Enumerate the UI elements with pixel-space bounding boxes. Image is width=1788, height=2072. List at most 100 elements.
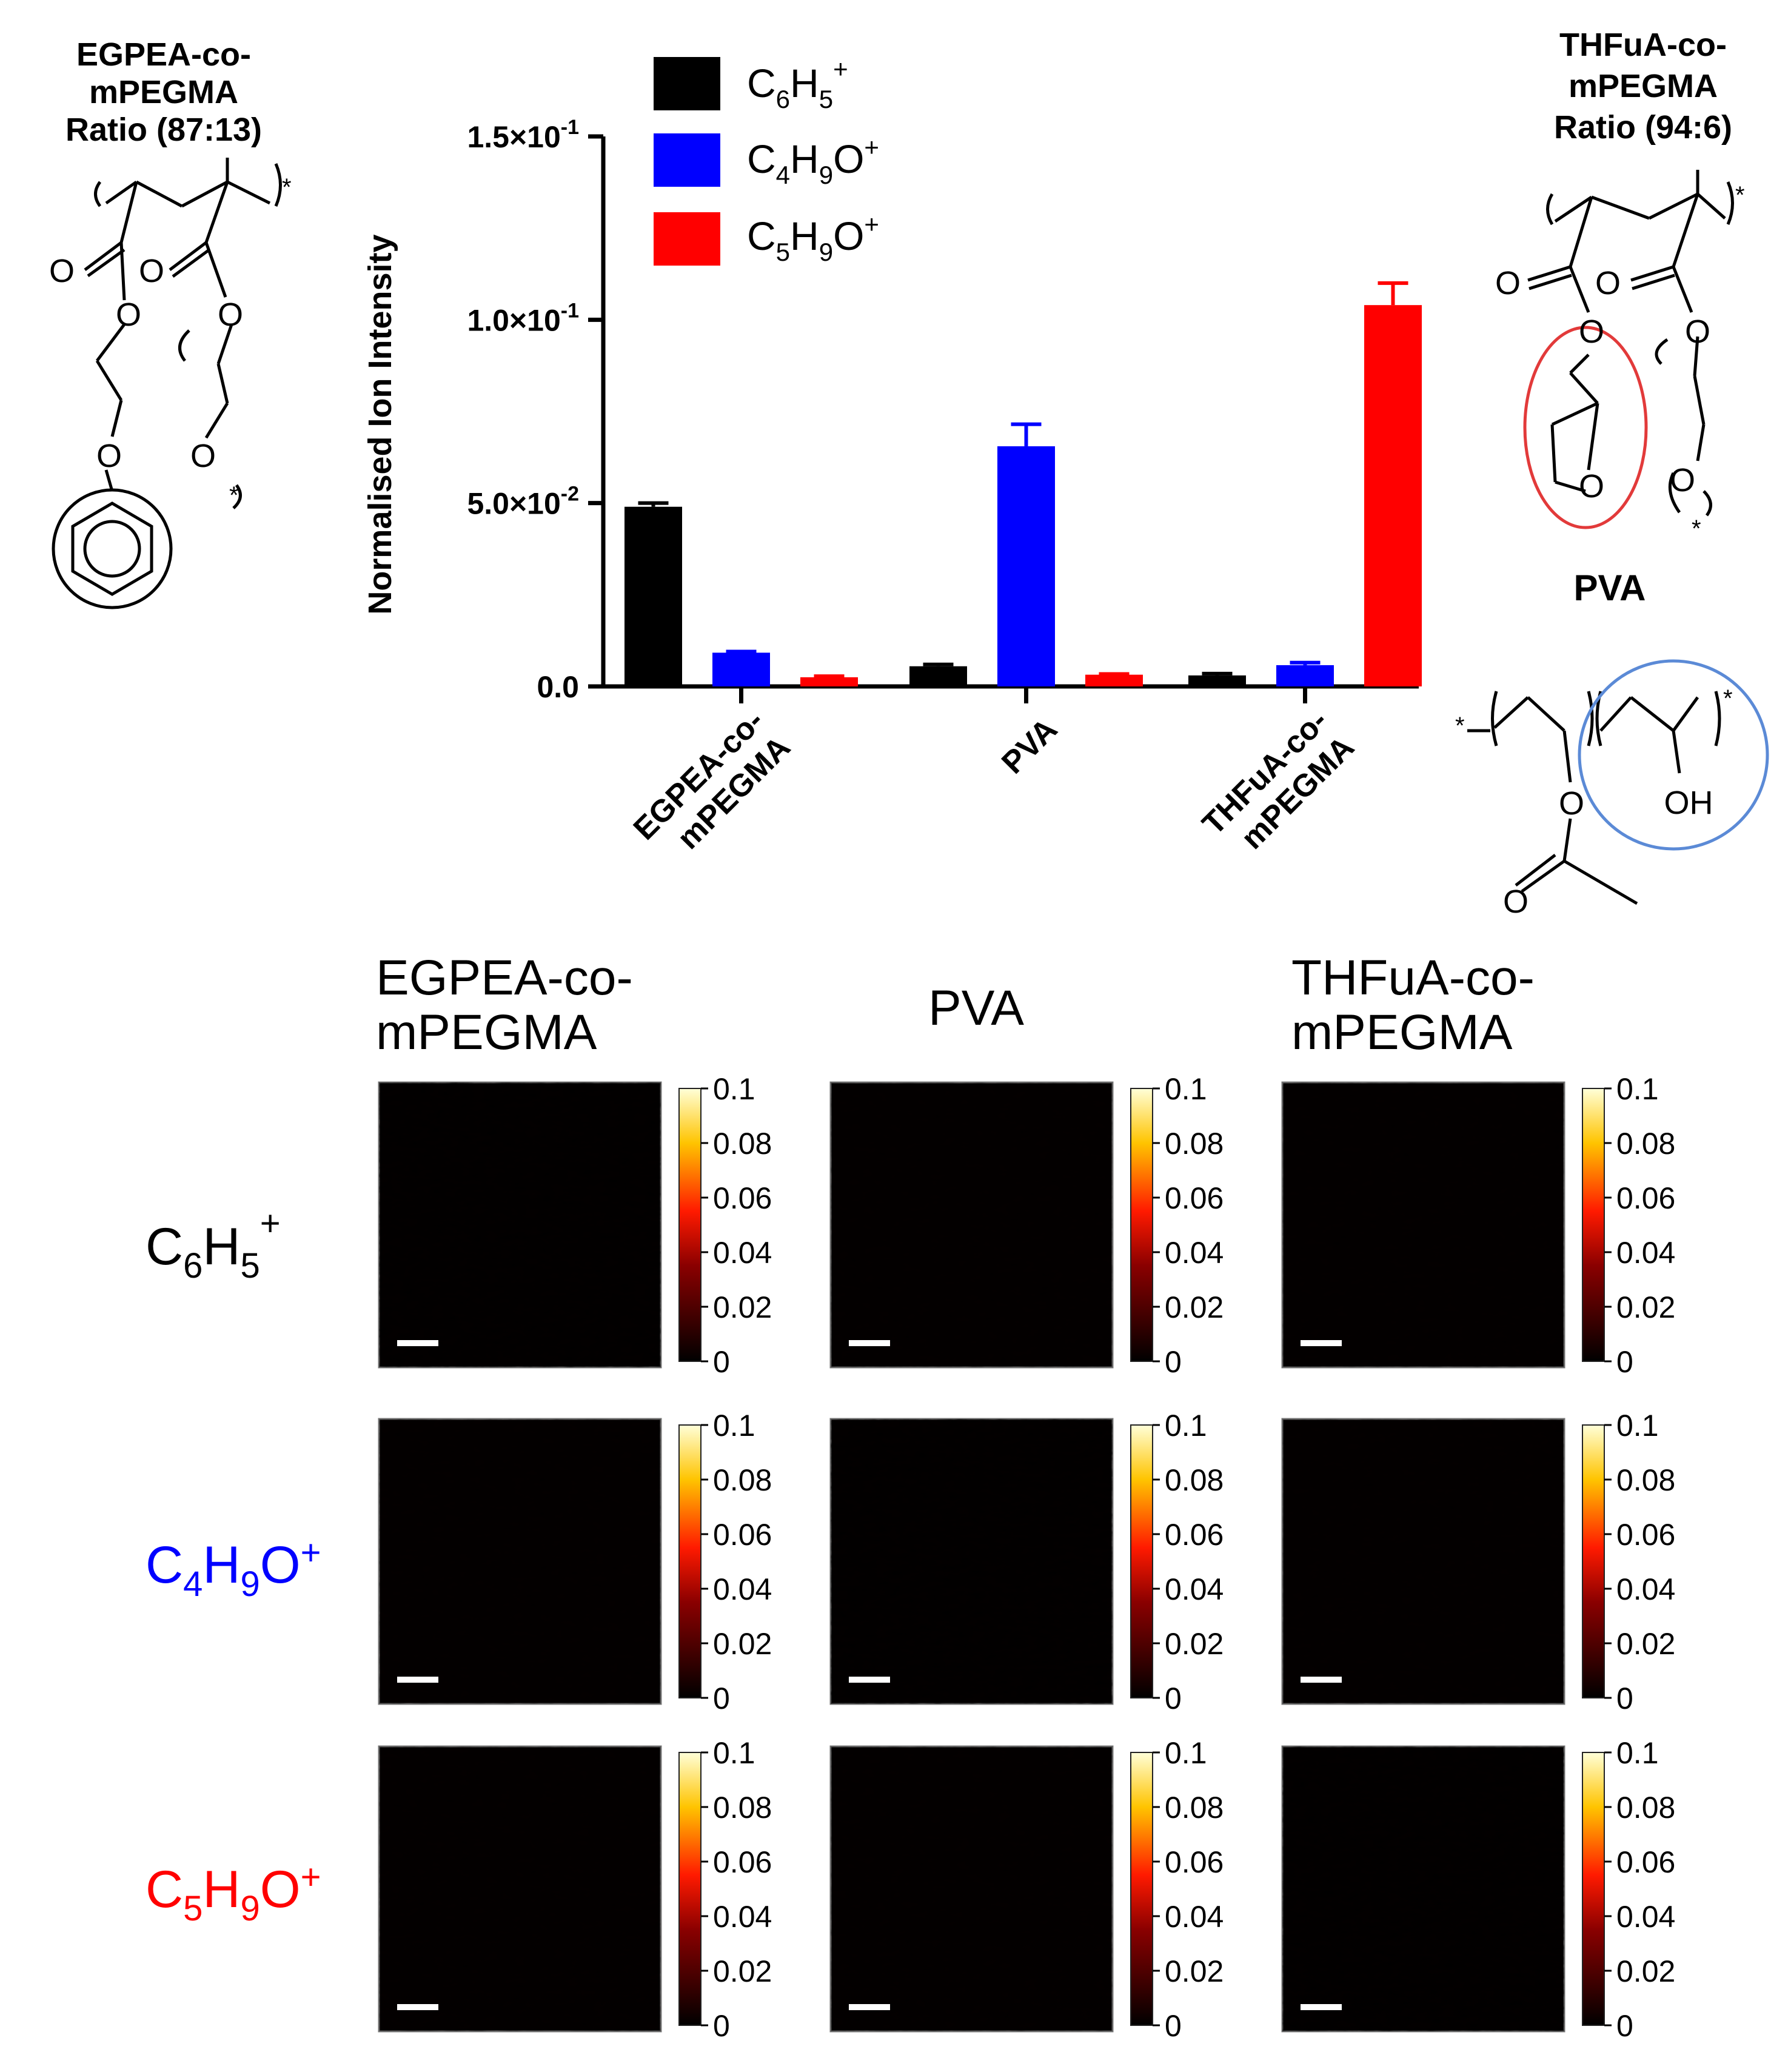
bar: [1364, 305, 1422, 686]
colorbar-label: 0.06: [1616, 1845, 1675, 1879]
map-column-header: EGPEA-co-: [376, 950, 633, 1005]
egpea-oxygen-2: O: [139, 253, 164, 289]
colorbar: [678, 1088, 701, 1362]
colorbar-label: 0.04: [1616, 1572, 1675, 1606]
colorbar-label: 0.1: [1165, 1072, 1207, 1106]
colorbar-label: 0.08: [713, 1463, 772, 1497]
pva-star-right: *: [1723, 685, 1733, 712]
scale-bar: [849, 2004, 890, 2010]
pva-hydroxyl-label: OH: [1664, 785, 1713, 821]
colorbar: [1130, 1752, 1153, 2026]
thfua-oxygen-1: O: [1495, 265, 1521, 301]
colorbar-label: 0.08: [1616, 1463, 1675, 1497]
egpea-oxygen-5: O: [96, 438, 122, 474]
colorbar-label: 0: [1616, 1345, 1633, 1379]
thf-ring-highlight: [1523, 326, 1648, 529]
x-category-label: THFuA-co-mPEGMA: [1196, 703, 1361, 856]
colorbar-label: 0.08: [1616, 1791, 1675, 1825]
ion-map-texture: [379, 1419, 661, 1704]
row-label-c6h5: C6H5+: [146, 1204, 281, 1286]
map-column-header: mPEGMA: [376, 1005, 597, 1060]
bars: [624, 281, 1422, 686]
colorbar-label: 0.02: [1165, 1954, 1224, 1988]
colorbar-label: 0.06: [713, 1181, 772, 1215]
colorbar-label: 0.08: [1165, 1127, 1224, 1161]
colorbar-label: 0: [1165, 1681, 1182, 1715]
scale-bar: [1301, 2004, 1342, 2010]
thfua-atoms: O O O O O O: [1495, 265, 1710, 505]
egpea-oxygen-6: O: [190, 438, 216, 474]
colorbar-label: 0.1: [1165, 1736, 1207, 1770]
colorbar-label: 0.04: [1616, 1900, 1675, 1934]
y-tick-label: 1.5×10-1: [467, 116, 579, 154]
colorbar-label: 0.1: [1165, 1409, 1207, 1443]
colorbar-label: 0.06: [1165, 1845, 1224, 1879]
colorbar-label: 0.1: [713, 1072, 755, 1106]
colorbar-label: 0.1: [1616, 1736, 1659, 1770]
thfua-oxygen-2: O: [1595, 265, 1621, 301]
thfua-title-line-2: mPEGMA: [1569, 68, 1718, 104]
colorbar-label: 0: [713, 2009, 730, 2043]
pva-oxygen-1: O: [1559, 785, 1584, 822]
colorbar-label: 0.08: [1616, 1127, 1675, 1161]
colorbar-label: 0.02: [713, 1954, 772, 1988]
thfua-oxygen-5: O: [1579, 468, 1604, 505]
colorbar-label: 0.04: [713, 1572, 772, 1606]
egpea-skeleton: [52, 158, 282, 609]
colorbar-label: 0.04: [1165, 1236, 1224, 1270]
scale-bar: [397, 1677, 438, 1683]
pva-structure: PVA O O OH * *: [1455, 568, 1769, 920]
x-category-label: EGPEA-co-mPEGMA: [627, 703, 797, 856]
map-column-header: mPEGMA: [1291, 1005, 1513, 1060]
egpea-structure: EGPEA-co- mPEGMA Ratio (87:13): [49, 36, 292, 609]
scale-bar: [849, 1677, 890, 1683]
scale-bar: [1301, 1340, 1342, 1346]
thfua-oxygen-4: O: [1685, 313, 1710, 350]
thfua-title-line-1: THFuA-co-: [1559, 27, 1727, 63]
thfua-ratio: Ratio (94:6): [1554, 109, 1732, 146]
ion-map-texture: [1282, 1746, 1564, 2031]
ion-map-texture: [831, 1746, 1113, 2031]
legend-label-c4h9o: C4H9O+: [747, 133, 879, 189]
colorbar-label: 0.02: [1165, 1290, 1224, 1324]
ion-map-texture: [831, 1419, 1113, 1704]
colorbar: [1582, 1088, 1605, 1362]
pva-oxygen-2: O: [1503, 883, 1529, 920]
thfua-oxygen-3: O: [1579, 313, 1604, 350]
colorbar-label: 0.06: [1616, 1181, 1675, 1215]
legend-swatch-c4h9o: [654, 133, 720, 187]
bar: [712, 652, 770, 686]
map-column-headers: EGPEA-co-mPEGMA PVA THFuA-co-mPEGMA: [376, 950, 1535, 1060]
thfua-star-2: *: [1692, 515, 1701, 542]
colorbar-label: 0.04: [1165, 1572, 1224, 1606]
colorbar-label: 0.04: [1165, 1900, 1224, 1934]
colorbar-label: 0.1: [713, 1736, 755, 1770]
legend-label-c6h5: C6H5+: [747, 55, 848, 113]
ion-map-texture: [831, 1082, 1113, 1367]
y-axis-label: Normalised Ion Intensity: [362, 234, 398, 614]
ion-map-texture: [1282, 1082, 1564, 1367]
colorbar-label: 0.08: [713, 1791, 772, 1825]
colorbar-label: 0.06: [1165, 1181, 1224, 1215]
colorbar-label: 0.02: [713, 1627, 772, 1661]
ion-map-texture: [1282, 1419, 1564, 1704]
scale-bar: [1301, 1677, 1342, 1683]
legend-swatch-c6h5: [654, 57, 720, 110]
colorbar-label: 0.06: [1165, 1518, 1224, 1552]
bar: [800, 677, 858, 686]
map-row-labels: C6H5+ C4H9O+ C5H9O+: [146, 1204, 321, 1928]
colorbar-label: 0.04: [713, 1900, 772, 1934]
pva-star-left: *: [1455, 712, 1465, 739]
hydroxyl-highlight: [1578, 659, 1769, 851]
map-column-header: PVA: [928, 981, 1024, 1036]
x-category-line: PVA: [995, 712, 1064, 781]
thfua-structure: THFuA-co- mPEGMA Ratio (94:6): [1495, 27, 1745, 542]
colorbar-label: 0.02: [1616, 1627, 1675, 1661]
ion-map-texture: [379, 1082, 661, 1367]
colorbar-label: 0: [1616, 2009, 1633, 2043]
bar: [624, 506, 682, 686]
y-axis-ticks: 0.0 5.0×10-2 1.0×10-1 1.5×10-1: [467, 116, 603, 704]
colorbar-label: 0.1: [713, 1409, 755, 1443]
colorbar-label: 0.1: [1616, 1072, 1659, 1106]
